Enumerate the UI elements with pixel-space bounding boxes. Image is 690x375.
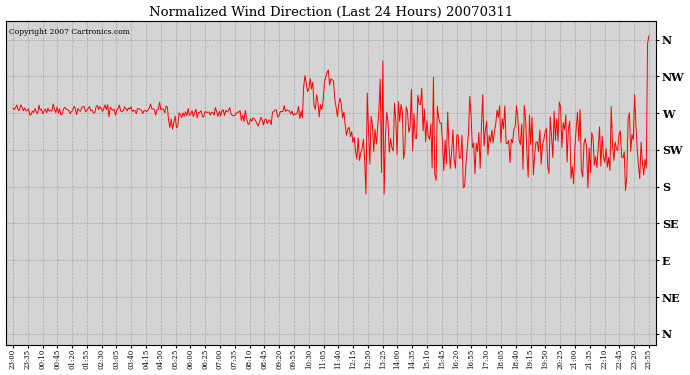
Title: Normalized Wind Direction (Last 24 Hours) 20070311: Normalized Wind Direction (Last 24 Hours… — [149, 6, 513, 18]
Text: Copyright 2007 Cartronics.com: Copyright 2007 Cartronics.com — [9, 28, 130, 36]
